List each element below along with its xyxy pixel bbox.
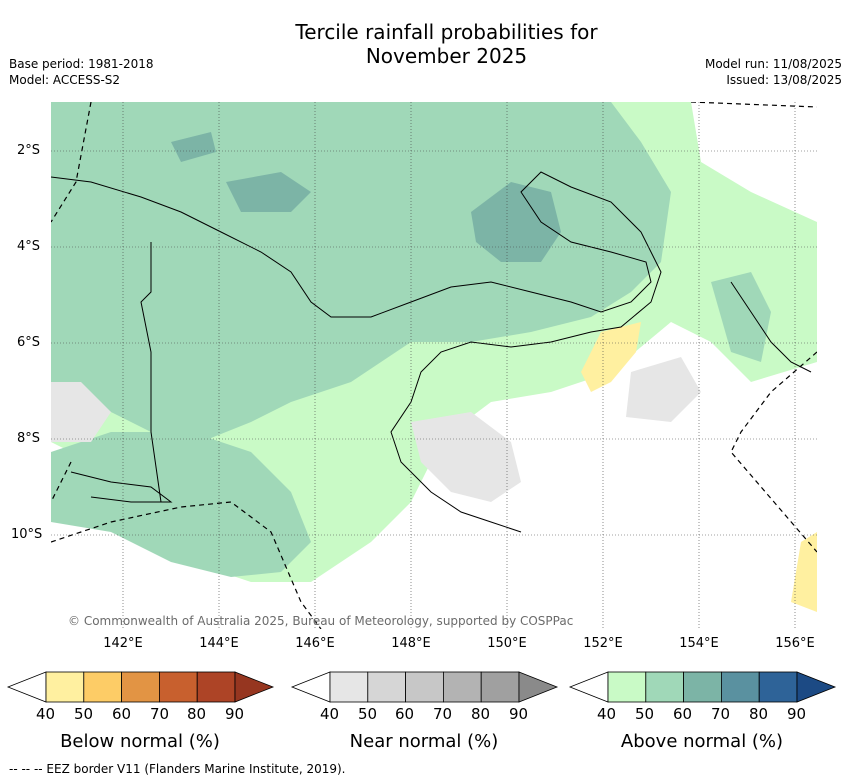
below-colorbar-segment [158, 671, 198, 703]
above-tick-70: 70 [711, 705, 731, 723]
lat-label-10s: 10°S [11, 527, 43, 542]
model-run-date: Model run: 11/08/2025 [704, 57, 842, 71]
coastline-new-guinea [51, 171, 662, 533]
near-normal-40-patch-west [51, 382, 111, 442]
lon-label-150e: 150°E [487, 636, 527, 651]
near-tick-80: 80 [471, 705, 491, 723]
near-tick-50: 50 [358, 705, 378, 723]
above-colorbar-segment [645, 671, 684, 703]
below-colorbar-segment [83, 671, 123, 703]
below-normal-40-patch [581, 322, 641, 392]
above-normal-60-east [711, 272, 771, 362]
eez-border-east [690, 102, 817, 108]
lon-label-148e: 148°E [391, 636, 431, 651]
legend-colorbars [6, 671, 837, 703]
below-tick-60: 60 [112, 705, 132, 723]
above-colorbar-segment [683, 671, 722, 703]
title-line-2: November 2025 [365, 44, 528, 68]
above-tick-80: 80 [749, 705, 769, 723]
below-tick-40: 40 [36, 705, 56, 723]
near-tick-70: 70 [433, 705, 453, 723]
below-colorbar-low-extension [6, 671, 47, 703]
above-colorbar-segment [721, 671, 760, 703]
lon-label-152e: 152°E [583, 636, 623, 651]
near-normal-title: Near normal (%) [349, 731, 499, 752]
near-colorbar-low-extension [290, 671, 331, 703]
map-title: Tercile rainfall probabilities for Novem… [0, 20, 850, 68]
near-tick-60: 60 [395, 705, 415, 723]
lon-label-156e: 156°E [775, 636, 815, 651]
lat-label-8s: 8°S [17, 431, 41, 446]
above-normal-70-blob-nw [171, 132, 216, 162]
gridlines [51, 102, 817, 629]
lat-label-2s: 2°S [17, 143, 41, 158]
below-colorbar-high-extension [234, 671, 275, 703]
above-normal-60-south [51, 432, 311, 577]
eez-border-south [51, 501, 322, 629]
above-tick-60: 60 [673, 705, 693, 723]
near-tick-40: 40 [320, 705, 340, 723]
near-normal-40-patch-east [626, 357, 701, 422]
below-colorbar-segment [121, 671, 160, 703]
above-colorbar-low-extension [568, 671, 609, 703]
eez-border-sw [51, 461, 72, 503]
copyright-notice: © Commonwealth of Australia 2025, Bureau… [68, 614, 574, 628]
issued-date: Issued: 13/08/2025 [726, 73, 842, 87]
model-info: Base period: 1981-2018 Model: ACCESS-S2 [9, 56, 154, 88]
lat-label-6s: 6°S [17, 335, 41, 350]
lon-label-146e: 146°E [295, 636, 335, 651]
above-normal-70-blob-west [226, 172, 311, 212]
below-tick-50: 50 [74, 705, 94, 723]
model-name: Model: ACCESS-S2 [9, 73, 121, 87]
below-tick-90: 90 [225, 705, 245, 723]
near-colorbar-segment [367, 671, 406, 703]
title-line-1: Tercile rainfall probabilities for [295, 20, 598, 44]
near-colorbar-segment [442, 671, 482, 703]
near-colorbar-segment [480, 671, 520, 703]
coastline-new-ireland [730, 281, 812, 373]
above-colorbar-high-extension [796, 671, 837, 703]
above-normal-70-blob [471, 182, 561, 262]
below-tick-80: 80 [187, 705, 207, 723]
eez-border-west [51, 102, 92, 223]
run-info: Model run: 11/08/2025 Issued: 13/08/2025 [705, 56, 842, 88]
lon-label-154e: 154°E [679, 636, 719, 651]
near-tick-90: 90 [509, 705, 529, 723]
below-colorbar-segment [45, 671, 85, 703]
above-tick-90: 90 [787, 705, 807, 723]
above-colorbar-segment [758, 671, 798, 703]
near-colorbar-high-extension [518, 671, 559, 703]
eez-footnote: -- -- -- EEZ border V11 (Flanders Marine… [9, 762, 346, 776]
near-colorbar-segment [405, 671, 444, 703]
lon-label-142e: 142°E [103, 636, 143, 651]
base-period: Base period: 1981-2018 [9, 57, 154, 71]
below-tick-70: 70 [150, 705, 170, 723]
near-normal-40-patch [411, 412, 521, 502]
above-tick-50: 50 [635, 705, 655, 723]
near-colorbar-segment [329, 671, 369, 703]
above-normal-title: Above normal (%) [620, 731, 784, 752]
coastline-south [70, 471, 173, 503]
lat-label-4s: 4°S [17, 239, 41, 254]
below-normal-40-patch-se [791, 532, 817, 612]
lon-label-144e: 144°E [199, 636, 239, 651]
eez-border-southeast [730, 351, 817, 553]
above-tick-40: 40 [597, 705, 617, 723]
below-normal-title: Below normal (%) [60, 731, 220, 752]
rainfall-probability-map [51, 102, 817, 629]
above-colorbar-segment [607, 671, 647, 703]
below-colorbar-segment [196, 671, 236, 703]
border-png-indonesia [140, 242, 162, 503]
